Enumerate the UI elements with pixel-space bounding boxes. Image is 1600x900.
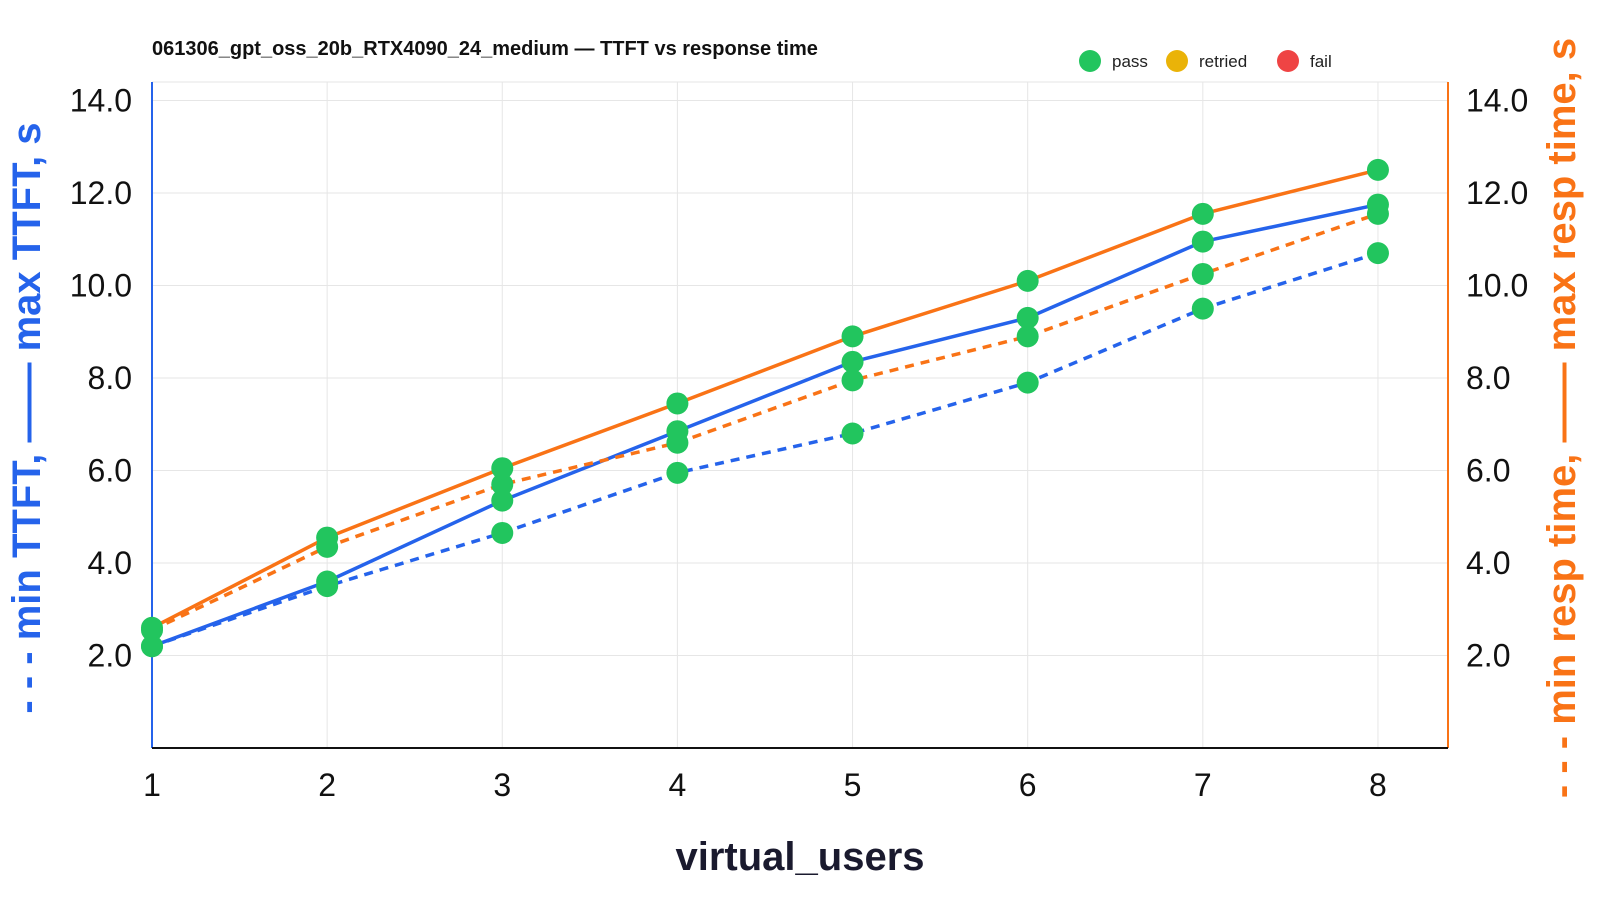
data-point-min-ttft <box>666 461 689 484</box>
data-point-max-ttft <box>1016 306 1039 329</box>
data-point-max-ttft <box>1191 230 1214 253</box>
series-lines <box>151 168 1379 648</box>
data-points <box>141 158 1389 658</box>
series-line-max-resp-time <box>151 168 1379 630</box>
legend-marker-fail <box>1277 50 1299 72</box>
y-tick-left-label: 4.0 <box>88 545 132 581</box>
data-point-min-resp-time <box>1016 325 1039 348</box>
series-line-min-resp-time <box>151 212 1379 632</box>
data-point-min-resp-time <box>1191 262 1214 285</box>
legend-label-retried: retried <box>1199 52 1247 71</box>
y-axis-label-left: - - - min TTFT, —— max TTFT, s <box>5 122 49 713</box>
x-tick-label: 5 <box>844 767 862 803</box>
legend-marker-pass <box>1079 50 1101 72</box>
y-tick-right-label: 6.0 <box>1466 453 1510 489</box>
y-tick-right-label: 8.0 <box>1466 360 1510 396</box>
data-point-min-ttft <box>841 422 864 445</box>
x-tick-label: 3 <box>493 767 511 803</box>
y-tick-right-label: 12.0 <box>1466 175 1528 211</box>
data-point-max-ttft <box>491 489 514 512</box>
data-point-max-resp-time <box>141 616 163 639</box>
data-point-min-ttft <box>1191 297 1214 320</box>
axes <box>151 82 1449 749</box>
x-tick-label: 2 <box>318 767 336 803</box>
tick-labels: 2.0 2.0 4.0 4.0 6.0 6.0 8.0 8.0 10.0 10.0 12.0 12.0… <box>70 83 1529 804</box>
series-line-min-ttft <box>151 251 1379 648</box>
data-point-max-resp-time <box>841 325 864 348</box>
data-point-max-resp-time <box>1016 269 1039 292</box>
x-tick-label: 6 <box>1019 767 1037 803</box>
data-point-max-ttft <box>141 635 163 658</box>
y-tick-left-label: 2.0 <box>88 638 132 674</box>
data-point-max-ttft <box>316 570 339 593</box>
y-tick-right-label: 10.0 <box>1466 268 1528 304</box>
legend-label-pass: pass <box>1112 52 1148 71</box>
y-tick-right-label: 14.0 <box>1466 83 1528 119</box>
data-point-max-resp-time <box>1366 158 1389 181</box>
data-point-min-resp-time <box>491 473 514 496</box>
y-axis-label-right: - - - min resp time, —— max resp time, s <box>1540 38 1584 798</box>
data-point-min-resp-time <box>841 369 864 392</box>
data-point-min-ttft <box>1366 242 1389 265</box>
legend: pass retried fail <box>1079 50 1332 72</box>
y-tick-left-label: 8.0 <box>88 360 132 396</box>
y-tick-right-label: 2.0 <box>1466 638 1510 674</box>
data-point-min-ttft <box>491 521 514 544</box>
x-tick-label: 4 <box>669 767 687 803</box>
y-tick-left-label: 6.0 <box>88 453 132 489</box>
x-tick-label: 1 <box>143 767 161 803</box>
series-line-max-ttft <box>151 202 1379 648</box>
data-point-max-resp-time <box>316 526 339 549</box>
data-point-min-ttft <box>1016 371 1039 394</box>
y-tick-left-label: 10.0 <box>70 268 132 304</box>
data-point-min-resp-time <box>1366 202 1389 225</box>
grid <box>152 81 1448 748</box>
x-tick-label: 8 <box>1369 767 1387 803</box>
data-point-max-resp-time <box>666 392 689 415</box>
data-point-min-resp-time <box>666 431 689 454</box>
chart-title: 061306_gpt_oss_20b_RTX4090_24_medium — T… <box>152 38 818 60</box>
y-tick-left-label: 12.0 <box>70 175 132 211</box>
x-axis-label: virtual_users <box>675 835 924 879</box>
x-tick-label: 7 <box>1194 767 1212 803</box>
y-tick-right-label: 4.0 <box>1466 545 1510 581</box>
y-tick-left-label: 14.0 <box>70 83 132 119</box>
legend-label-fail: fail <box>1310 52 1332 71</box>
legend-marker-retried <box>1166 50 1188 72</box>
data-point-max-resp-time <box>1191 202 1214 225</box>
data-point-max-ttft <box>841 350 864 373</box>
data-point-max-resp-time <box>491 457 514 480</box>
